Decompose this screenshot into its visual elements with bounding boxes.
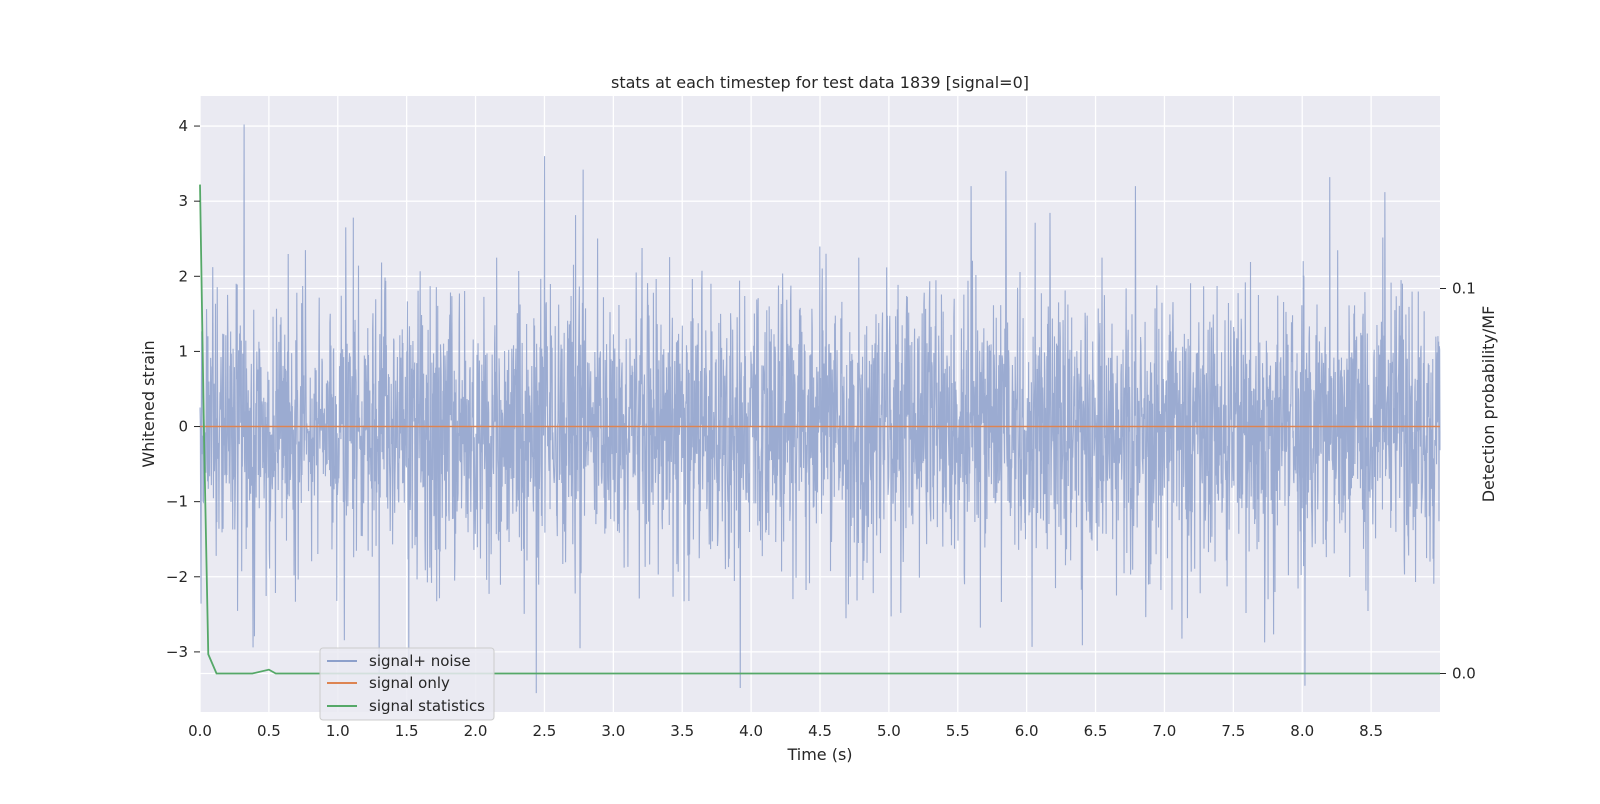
chart-title: stats at each timestep for test data 183… bbox=[611, 73, 1029, 92]
x-axis-label: Time (s) bbox=[786, 745, 852, 764]
legend-label-signal-noise: signal+ noise bbox=[369, 652, 471, 670]
legend-label-signal-statistics: signal statistics bbox=[369, 697, 485, 715]
x-tick-label: 5.5 bbox=[946, 722, 970, 740]
x-tick-label: 6.5 bbox=[1084, 722, 1108, 740]
y-tick-label: −1 bbox=[166, 493, 188, 511]
legend-box bbox=[319, 647, 495, 721]
y-right-tick-label: 0.0 bbox=[1452, 665, 1476, 683]
y-tick-label: 4 bbox=[178, 117, 188, 135]
y-tick-label: −2 bbox=[166, 568, 188, 586]
y-axis-right-label: Detection probability/MF bbox=[1479, 306, 1498, 503]
x-tick-label: 3.5 bbox=[670, 722, 694, 740]
y-axis-label: Whitened strain bbox=[139, 340, 158, 467]
x-tick-label: 0.5 bbox=[257, 722, 281, 740]
y-tick-label: 0 bbox=[178, 418, 188, 436]
series-layer bbox=[199, 125, 1440, 694]
x-tick-label: 4.5 bbox=[808, 722, 832, 740]
y-tick-label: −3 bbox=[166, 643, 188, 661]
x-tick-label: 2.0 bbox=[464, 722, 488, 740]
x-tick-label: 4.0 bbox=[739, 722, 763, 740]
x-tick-label: 7.0 bbox=[1153, 722, 1177, 740]
y-tick-label: 1 bbox=[178, 342, 188, 360]
series-signal-noise-line bbox=[200, 125, 1440, 694]
x-tick-label: 6.0 bbox=[1015, 722, 1039, 740]
legend-label-signal-only: signal only bbox=[369, 674, 450, 692]
x-tick-label: 1.5 bbox=[395, 722, 419, 740]
x-tick-label: 8.5 bbox=[1359, 722, 1383, 740]
x-tick-label: 3.0 bbox=[601, 722, 625, 740]
x-tick-label: 8.0 bbox=[1290, 722, 1314, 740]
x-tick-label: 7.5 bbox=[1221, 722, 1245, 740]
series-signal-statistics-line bbox=[199, 184, 1440, 675]
tick-layer: 0.0 0.5 1.0 1.5 2.0 2.5 3.0 3.5 4.0 4.5 5.0 5.5 6.0 6… bbox=[166, 117, 1476, 740]
x-tick-label: 5.0 bbox=[877, 722, 901, 740]
y-tick-label: 2 bbox=[178, 267, 188, 285]
x-tick-label: 1.0 bbox=[326, 722, 350, 740]
x-tick-label: 2.5 bbox=[533, 722, 557, 740]
x-tick-label: 0.0 bbox=[188, 722, 212, 740]
y-tick-label: 3 bbox=[178, 192, 188, 210]
y-right-tick-label: 0.1 bbox=[1452, 280, 1476, 298]
legend: signal+ noise signal only signal statist… bbox=[319, 647, 495, 721]
